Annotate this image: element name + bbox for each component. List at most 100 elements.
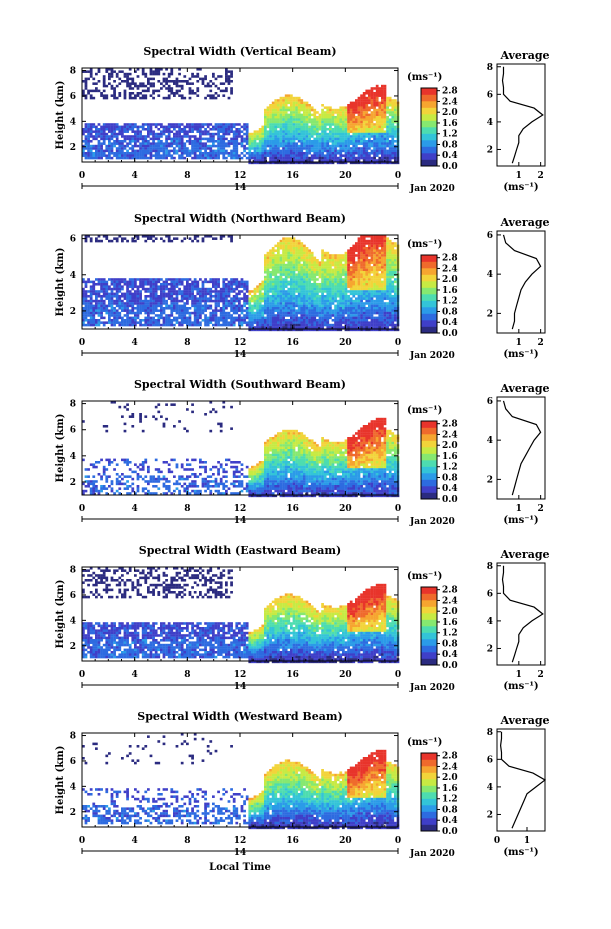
heatmap-cell bbox=[225, 156, 228, 160]
heatmap-cell bbox=[261, 328, 265, 332]
heatmap-cell bbox=[287, 244, 291, 248]
heatmap-cell bbox=[269, 142, 272, 145]
heatmap-cell bbox=[386, 101, 389, 105]
heatmap-cell bbox=[113, 295, 116, 298]
heatmap-cell bbox=[121, 278, 124, 281]
heatmap-cell bbox=[370, 104, 374, 107]
heatmap-cell bbox=[336, 266, 340, 269]
heatmap-cell bbox=[102, 321, 106, 324]
heatmap-cell bbox=[118, 290, 122, 293]
heatmap-cell bbox=[261, 311, 265, 315]
heatmap-cell bbox=[394, 135, 397, 138]
heatmap-cell bbox=[347, 125, 350, 129]
heatmap-cell bbox=[329, 326, 332, 329]
heatmap-cell bbox=[97, 309, 101, 312]
heatmap-cell bbox=[118, 125, 122, 129]
heatmap-cell bbox=[113, 316, 116, 320]
heatmap-cell bbox=[352, 254, 356, 257]
heatmap-cell bbox=[323, 120, 327, 124]
heatmap-cell bbox=[297, 116, 301, 119]
heatmap-cell bbox=[292, 140, 296, 143]
heatmap-cell bbox=[173, 299, 176, 303]
heatmap-cell bbox=[89, 285, 93, 288]
heatmap-cell bbox=[347, 278, 350, 281]
heatmap-cell bbox=[188, 135, 192, 138]
heatmap-cell bbox=[355, 316, 358, 320]
heatmap-cell bbox=[108, 285, 111, 288]
heatmap-cell bbox=[165, 125, 168, 129]
heatmap-cell bbox=[269, 287, 272, 291]
heatmap-cell bbox=[305, 292, 309, 296]
heatmap-cell bbox=[279, 111, 283, 114]
heatmap-cell bbox=[313, 161, 317, 165]
heatmap-cell bbox=[82, 290, 85, 293]
heatmap-cell bbox=[323, 323, 327, 327]
heatmap-cell bbox=[240, 135, 244, 138]
heatmap-cell bbox=[232, 307, 236, 310]
heatmap-cell bbox=[321, 278, 324, 281]
heatmap-cell bbox=[269, 302, 272, 305]
heatmap-cell bbox=[110, 94, 114, 97]
heatmap-cell bbox=[295, 304, 298, 308]
heatmap-cell bbox=[225, 123, 228, 126]
heatmap-cell bbox=[212, 149, 215, 153]
heatmap-cell bbox=[136, 311, 140, 315]
heatmap-cell bbox=[295, 142, 298, 145]
heatmap-cell bbox=[219, 292, 223, 296]
heatmap-cell bbox=[264, 266, 267, 269]
heatmap-cell bbox=[100, 285, 103, 288]
heatmap-cell bbox=[370, 92, 374, 95]
heatmap-cell bbox=[300, 99, 304, 102]
heatmap-cell bbox=[303, 140, 306, 143]
heatmap-cell bbox=[349, 314, 353, 317]
heatmap-cell bbox=[141, 287, 145, 291]
heatmap-cell bbox=[282, 287, 285, 291]
heatmap-cell bbox=[121, 128, 124, 131]
heatmap-cell bbox=[256, 290, 259, 293]
heatmap-cell bbox=[141, 154, 145, 157]
heatmap-cell bbox=[316, 144, 319, 148]
heatmap-cell bbox=[126, 142, 129, 145]
heatmap-cell bbox=[118, 140, 122, 143]
heatmap-cell bbox=[274, 290, 278, 293]
heatmap-cell bbox=[318, 116, 322, 119]
heatmap-cell bbox=[264, 154, 267, 157]
heatmap-cell bbox=[313, 125, 317, 129]
heatmap-cell bbox=[230, 156, 233, 160]
heatmap-cell bbox=[188, 319, 192, 322]
heatmap-cell bbox=[292, 311, 296, 315]
heatmap-cell bbox=[152, 316, 155, 320]
heatmap-cell bbox=[313, 147, 317, 150]
heatmap-cell bbox=[326, 271, 330, 274]
heatmap-cell bbox=[152, 235, 155, 238]
heatmap-cell bbox=[279, 118, 283, 121]
heatmap-cell bbox=[110, 87, 114, 90]
heatmap-cell bbox=[139, 321, 142, 324]
heatmap-cell bbox=[115, 302, 119, 305]
heatmap-cell bbox=[243, 314, 246, 317]
heatmap-cell bbox=[305, 116, 309, 119]
heatmap-cell bbox=[318, 154, 322, 157]
heatmap-cell bbox=[344, 295, 348, 298]
heatmap-cell bbox=[277, 113, 280, 117]
heatmap-cell bbox=[365, 108, 369, 112]
heatmap-cell bbox=[258, 142, 262, 145]
x-tick-label: 4 bbox=[132, 171, 138, 181]
heatmap-cell bbox=[136, 309, 140, 312]
heatmap-cell bbox=[118, 235, 122, 238]
heatmap-cell bbox=[370, 132, 374, 136]
heatmap-cell bbox=[264, 328, 267, 332]
heatmap-cell bbox=[89, 135, 93, 138]
heatmap-cell bbox=[180, 156, 184, 160]
heatmap-cell bbox=[370, 101, 374, 105]
heatmap-cell bbox=[297, 161, 301, 165]
heatmap-cell bbox=[136, 130, 140, 133]
heatmap-cell bbox=[282, 307, 285, 310]
heatmap-cell bbox=[136, 316, 140, 320]
heatmap-cell bbox=[141, 323, 145, 327]
heatmap-cell bbox=[165, 314, 168, 317]
heatmap-cell bbox=[318, 307, 322, 310]
heatmap-cell bbox=[204, 280, 207, 284]
heatmap-cell bbox=[225, 87, 228, 90]
heatmap-cell bbox=[136, 125, 140, 129]
